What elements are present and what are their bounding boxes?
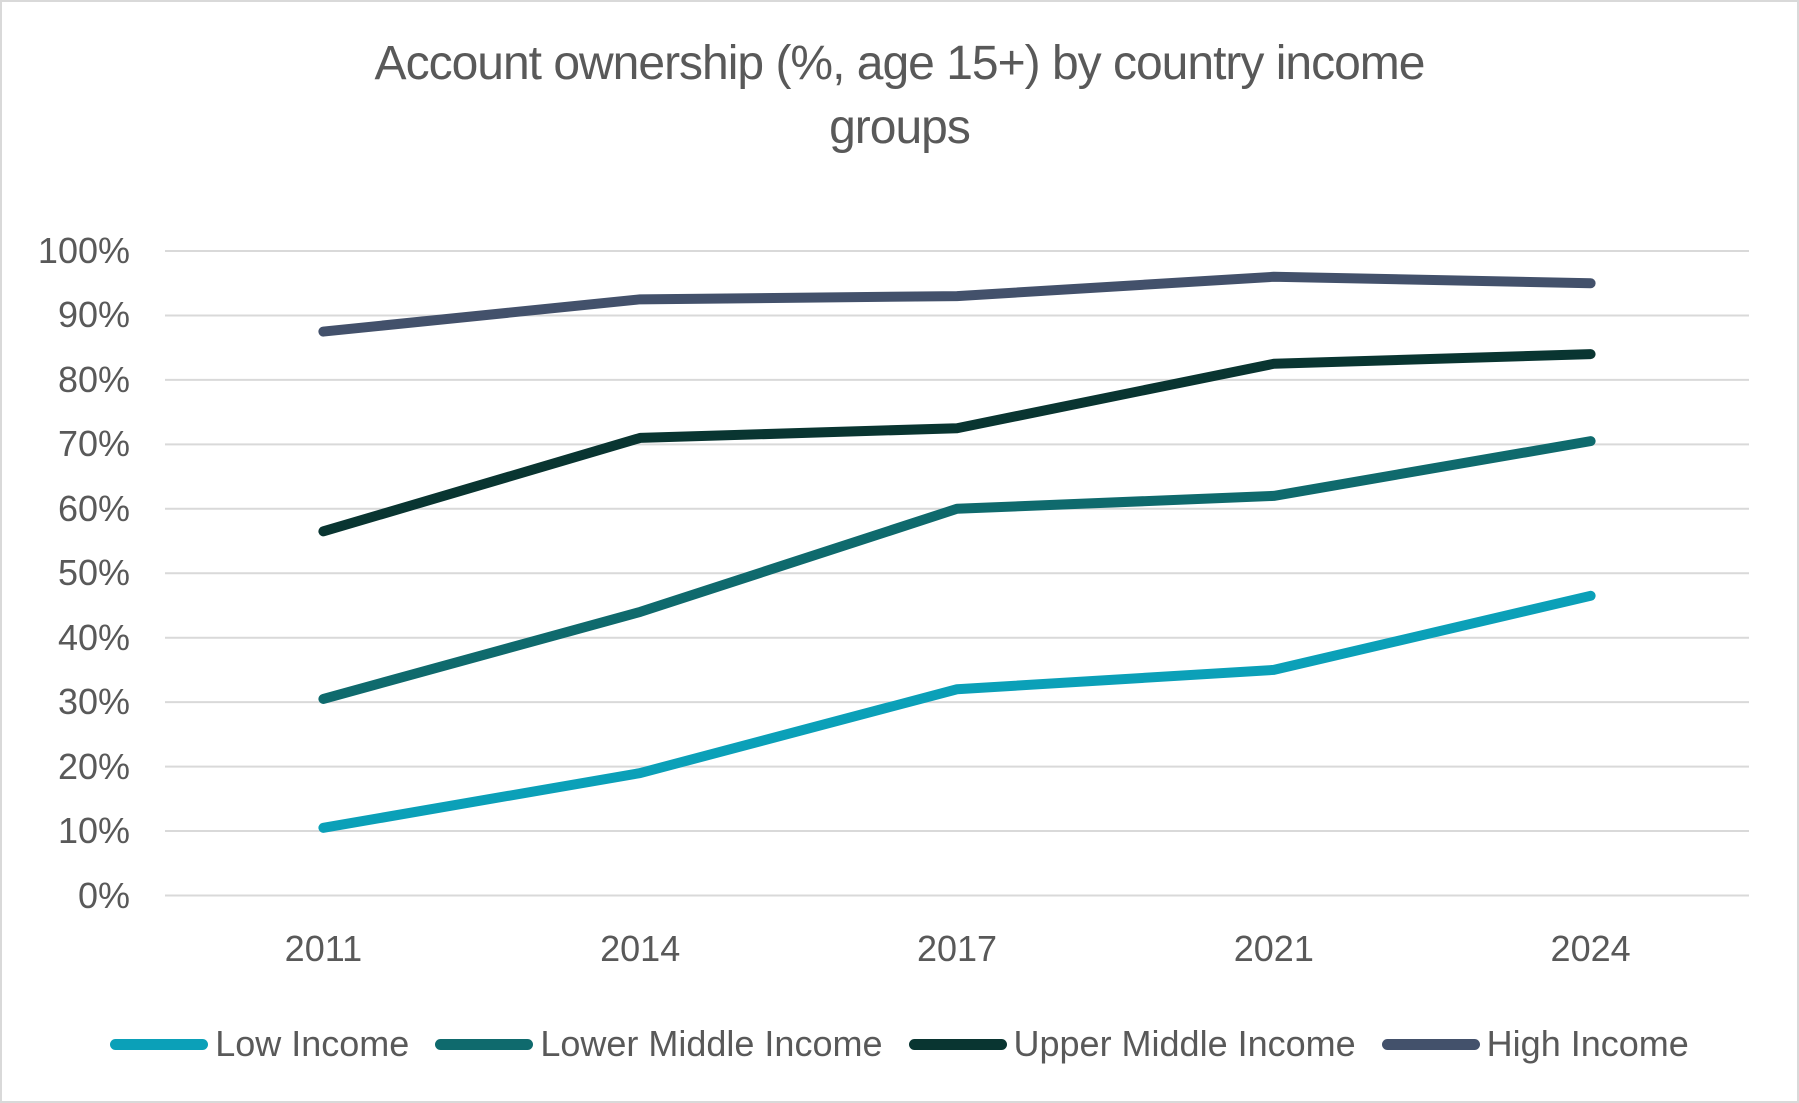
x-axis-tick-label: 2011 — [284, 928, 363, 969]
series-line-low-income — [318, 590, 1596, 833]
y-axis-tick-label: 50% — [57, 552, 130, 594]
chart-title: Account ownership (%, age 15+) by countr… — [374, 37, 1426, 154]
y-axis-tick-label: 30% — [57, 681, 130, 723]
legend-label: Lower Middle Income — [540, 1023, 883, 1064]
y-axis-tick-label: 80% — [57, 358, 130, 400]
y-axis-tick-label: 60% — [57, 487, 130, 529]
y-axis-tick-label: 20% — [57, 745, 130, 787]
x-axis-tick-label: 2021 — [1233, 928, 1314, 969]
legend-label: High Income — [1486, 1023, 1689, 1064]
y-axis-tick-label: 0% — [77, 874, 130, 916]
legend-label: Low Income — [215, 1023, 410, 1064]
legend-swatch-icon — [908, 1038, 1007, 1050]
legend-swatch-icon — [110, 1038, 209, 1050]
legend-item: Lower Middle Income — [435, 1023, 883, 1065]
y-axis-tick-label: 90% — [57, 294, 130, 336]
legend-swatch-icon — [435, 1038, 534, 1050]
legend: Low Income Lower Middle Income Upper Middl… — [2, 1023, 1797, 1065]
legend-swatch-icon — [1381, 1038, 1480, 1050]
legend-item: Upper Middle Income — [908, 1023, 1356, 1065]
x-axis-tick-label: 2014 — [600, 928, 681, 969]
y-axis-tick-label: 40% — [57, 616, 130, 658]
x-axis-tick-label: 2024 — [1550, 928, 1631, 969]
series-line-high-income — [318, 271, 1596, 337]
x-axis-tick-label: 2017 — [916, 928, 998, 969]
y-axis-tick-label: 70% — [57, 423, 130, 465]
y-axis-tick-label: 100% — [37, 230, 130, 271]
legend-item: Low Income — [110, 1023, 409, 1065]
legend-label: Upper Middle Income — [1013, 1023, 1356, 1064]
y-axis-tick-label: 10% — [57, 810, 130, 852]
series-line-upper-middle-income — [318, 349, 1596, 537]
legend-item: High Income — [1381, 1023, 1689, 1065]
series-line-lower-middle-income — [318, 436, 1596, 704]
